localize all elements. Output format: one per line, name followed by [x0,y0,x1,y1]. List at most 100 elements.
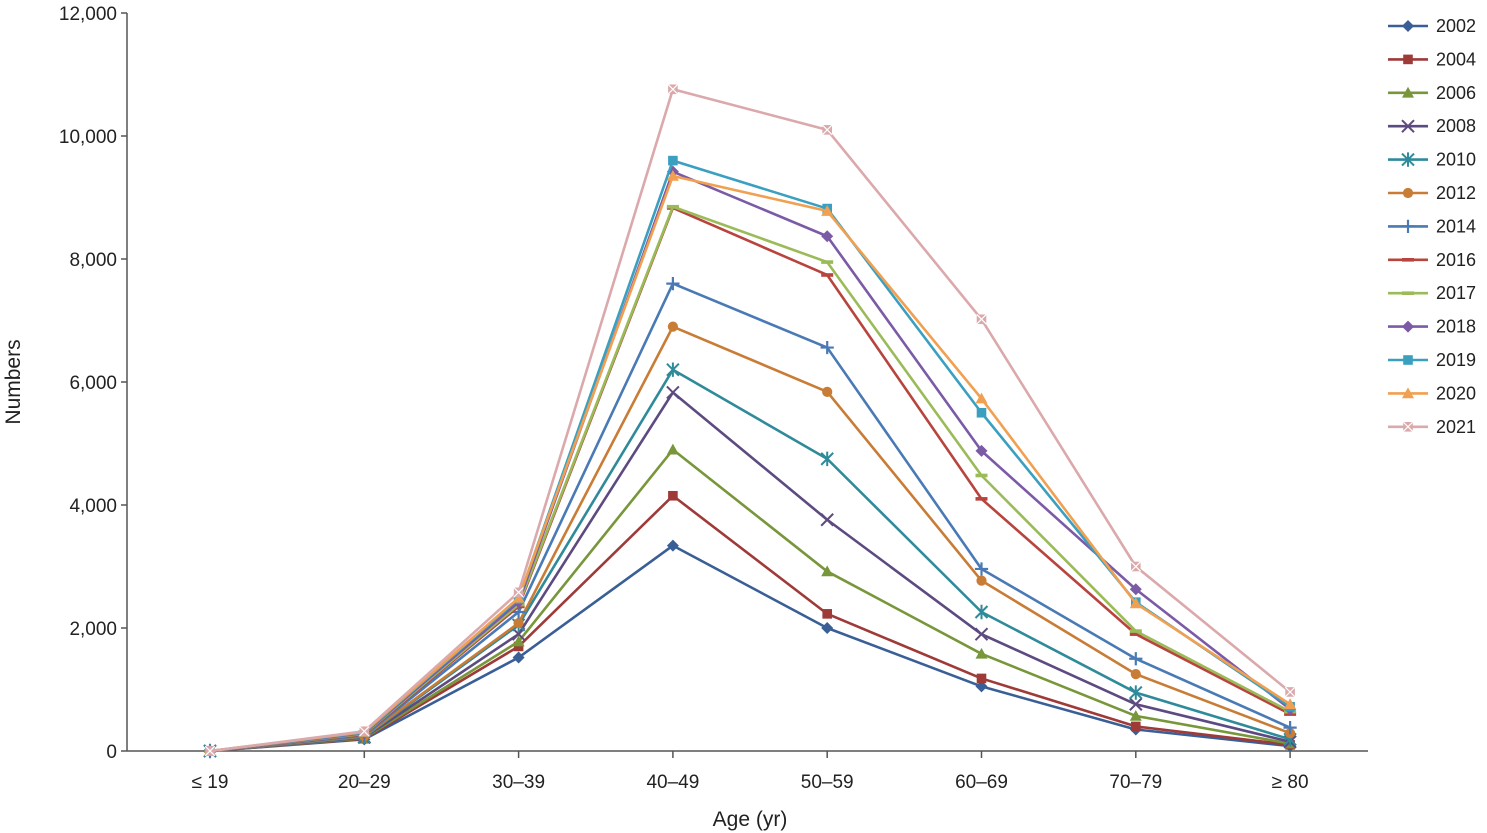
data-point-2012 [822,386,833,397]
legend-label: 2021 [1436,417,1476,437]
data-point-2016 [1129,632,1142,636]
legend-marker [1401,152,1415,167]
data-point-2008 [1129,697,1143,711]
y-tick-label: 4,000 [69,496,117,517]
legend-marker [1402,20,1414,32]
chart-legend: 2002 2004 2006 2008 2010 2012 2014 2016 2017 2018… [1388,16,1476,437]
legend-label: 2018 [1436,317,1476,337]
series-line-2014 [209,282,1291,753]
legend-label: 2004 [1436,49,1476,69]
data-point-2006 [821,565,834,577]
legend-label: 2016 [1436,250,1476,270]
data-point-2004 [822,609,832,619]
y-axis-title: Numbers [2,339,25,424]
legend-item-2018: 2018 [1388,317,1476,337]
data-point-2020 [821,205,834,216]
legend-label: 2017 [1436,283,1476,303]
data-point-2014 [974,562,989,576]
data-point-2020 [1284,698,1297,710]
data-point-2017 [821,260,834,264]
legend-marker [1402,387,1414,399]
legend-item-2010: 2010 [1388,150,1476,170]
x-tick-label: 60–69 [955,772,1008,793]
legend-marker [1402,258,1414,262]
data-point-2002 [975,680,988,693]
series-2021 [204,84,1296,757]
legend-marker [1402,86,1414,98]
legend-item-2008: 2008 [1388,116,1476,136]
data-point-2018 [1129,583,1142,596]
data-point-2020 [975,392,988,404]
legend-marker [1402,320,1414,333]
data-point-2008 [974,627,989,641]
legend-marker [1402,187,1414,199]
data-point-2014 [820,340,834,355]
data-point-2012 [513,617,524,629]
data-point-2004 [668,490,678,501]
data-point-2010 [1129,685,1143,700]
legend-marker [1401,219,1415,233]
series-2014 [203,277,1297,758]
legend-label: 2019 [1436,350,1476,370]
data-point-2017 [975,473,988,478]
legend-item-2016: 2016 [1388,250,1476,270]
x-tick-label: 30–39 [492,772,545,793]
legend-label: 2008 [1436,116,1476,136]
data-point-2002 [512,651,525,664]
data-point-2019 [976,407,987,418]
data-point-2012 [667,321,679,332]
series-layer [203,84,1297,759]
y-tick-label: 2,000 [69,619,117,640]
series-2004 [205,490,1295,756]
data-point-2002 [821,622,834,634]
legend-label: 2010 [1436,150,1476,170]
x-tick-label: 40–49 [646,772,699,793]
legend-label: 2006 [1436,83,1476,103]
data-point-2004 [513,641,524,652]
data-point-2006 [975,647,988,659]
legend-marker [1403,54,1413,65]
legend-item-2002: 2002 [1388,16,1476,36]
x-tick-label: 20–29 [338,772,391,793]
series-line-2020 [209,174,1291,753]
data-point-2004 [976,673,987,684]
data-point-2016 [821,273,834,277]
series-2020 [204,169,1297,756]
legend-item-2014: 2014 [1388,216,1476,236]
legend-item-2021: 2021 [1388,417,1476,437]
legend-item-2006: 2006 [1388,83,1476,103]
data-point-2020 [666,169,679,181]
data-point-2019 [668,155,678,166]
data-point-2012 [1130,669,1141,680]
legend-item-2012: 2012 [1388,183,1476,203]
data-point-2008 [820,513,834,527]
series-line-2006 [209,448,1291,753]
data-point-2018 [975,444,988,457]
data-point-2006 [512,635,525,647]
y-tick-label: 12,000 [59,4,117,25]
series-line-2008 [209,391,1291,753]
x-tick-label: ≤ 19 [192,772,229,793]
data-point-2010 [820,451,834,467]
series-line-2021 [209,87,1291,753]
x-tick-label: ≥ 80 [1272,772,1309,793]
data-point-2006 [1129,709,1142,721]
series-line-2012 [209,325,1291,753]
data-point-2014 [666,277,680,291]
data-point-2010 [974,604,989,620]
data-point-2004 [1131,721,1141,732]
y-tick-label: 8,000 [69,250,117,271]
data-point-2020 [1129,597,1142,609]
data-point-2017 [1129,629,1142,633]
series-2008 [203,385,1297,758]
data-point-2006 [666,443,679,455]
series-line-2010 [209,368,1291,753]
data-point-2014 [1283,721,1297,735]
legend-marker [1402,291,1414,295]
legend-item-2017: 2017 [1388,283,1476,303]
legend-label: 2020 [1436,383,1476,403]
data-point-2002 [666,539,679,552]
data-point-2016 [975,497,988,501]
data-point-2010 [666,362,680,377]
legend-label: 2002 [1436,16,1476,36]
